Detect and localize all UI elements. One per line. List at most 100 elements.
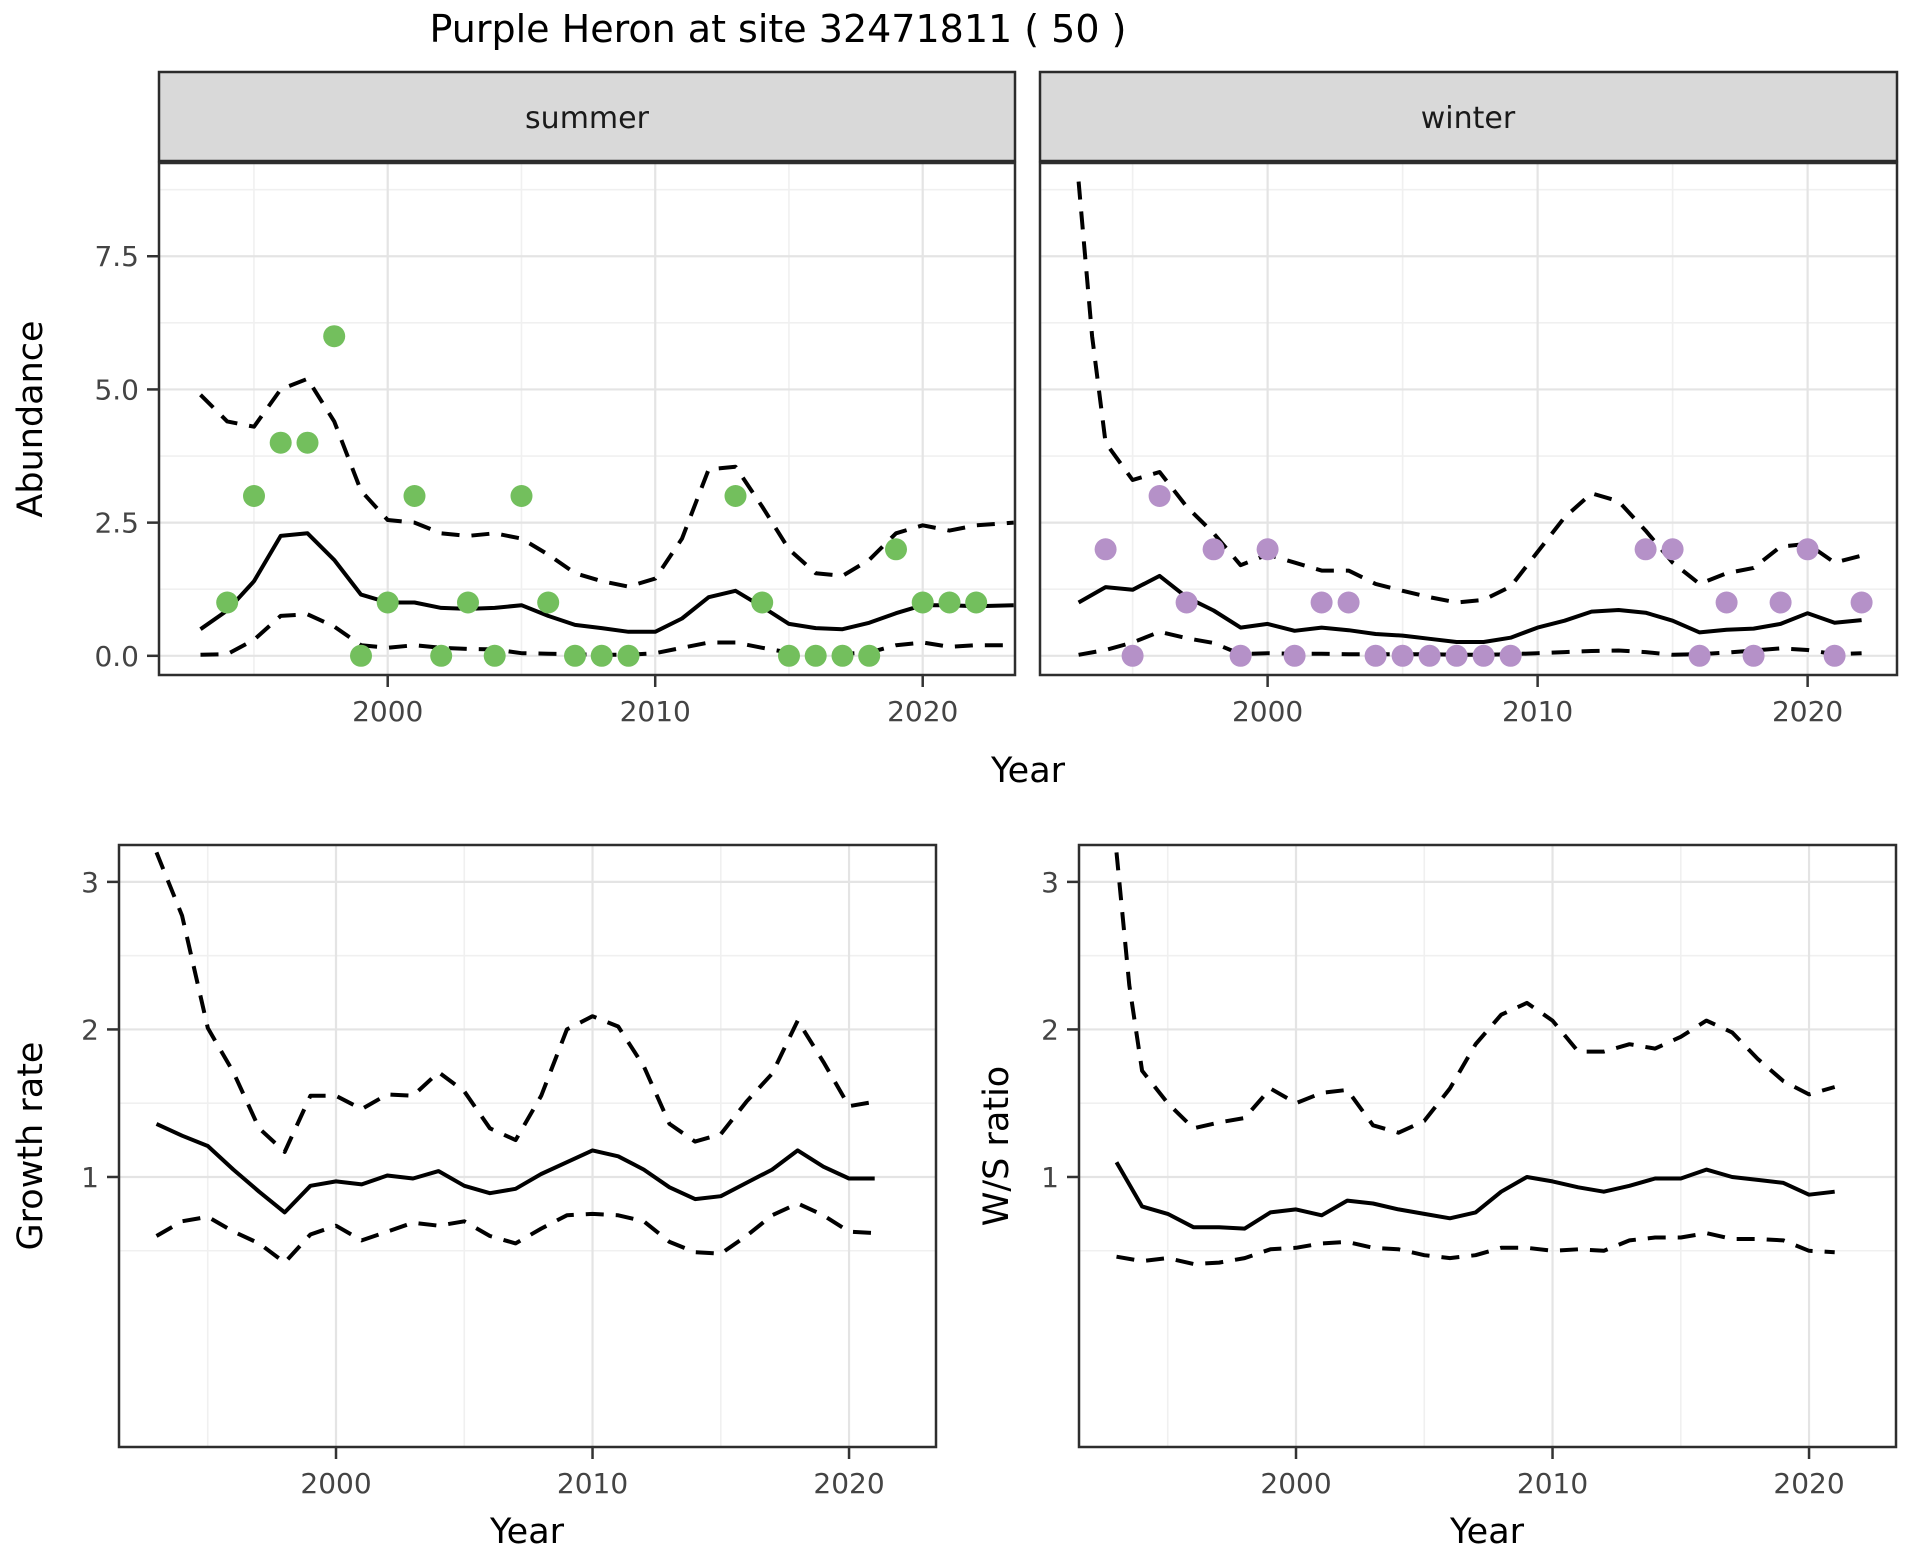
data-point	[1121, 644, 1144, 667]
data-point	[1148, 485, 1171, 507]
data-point	[1391, 644, 1414, 667]
data-point	[885, 538, 907, 561]
data-point	[1445, 644, 1468, 667]
data-point	[617, 644, 640, 667]
data-point	[590, 644, 613, 667]
y-tick-label: 2	[81, 1013, 99, 1046]
y-tick-label: 2.5	[94, 507, 139, 540]
data-point	[430, 644, 453, 667]
x-tick-label: 2000	[352, 695, 423, 728]
facet-strip-summer: summer	[157, 70, 1017, 163]
panel-winter: 2000 2010 2020	[1038, 161, 1899, 728]
panel-growth-rate: 2000 2010 2020 1 2 3	[81, 843, 938, 1500]
fit-line	[1077, 573, 1862, 644]
y-tick-label: 7.5	[94, 240, 139, 273]
data-point	[564, 644, 586, 667]
data-point	[243, 485, 265, 507]
y-tick-label: 1	[1041, 1161, 1059, 1194]
y-axis-title-abundance: Abundance	[11, 320, 51, 517]
data-point	[938, 591, 961, 614]
data-point	[724, 485, 747, 507]
x-axis-title-year-top: Year	[990, 751, 1066, 791]
data-point	[1796, 538, 1819, 561]
ci-lower-line	[1116, 1231, 1835, 1266]
x-tick-label: 2000	[1260, 1467, 1331, 1500]
facet-strip-winter: winter	[1038, 70, 1899, 163]
data-point	[537, 591, 560, 614]
ci-upper-line	[199, 376, 1014, 589]
data-point	[858, 644, 881, 667]
facet-strip-winter-label: winter	[1421, 101, 1516, 136]
x-axis-title-year-bottom-right: Year	[1449, 1512, 1525, 1552]
data-point	[1769, 591, 1792, 614]
y-axis-title-ws-ratio: W/S ratio	[977, 1066, 1017, 1226]
data-point	[457, 591, 479, 614]
x-axis-title-year-bottom-left: Year	[489, 1512, 565, 1552]
x-tick-label: 2000	[300, 1467, 371, 1500]
facet-strip-summer-box	[157, 70, 1017, 163]
data-point	[483, 644, 506, 667]
panel-background	[1040, 163, 1897, 675]
y-tick-label: 3	[1041, 866, 1059, 899]
data-point	[1418, 644, 1441, 667]
panel-background	[1079, 845, 1896, 1447]
data-point	[965, 591, 988, 614]
x-tick-label: 2010	[1502, 695, 1573, 728]
ci-lower-line	[1078, 629, 1862, 657]
data-point	[1850, 591, 1873, 614]
data-point	[269, 431, 292, 454]
fit-line	[199, 531, 1014, 634]
x-tick-label: 2010	[1517, 1467, 1588, 1500]
y-tick-label: 5.0	[94, 373, 139, 406]
data-point	[1472, 644, 1495, 667]
data-point	[1337, 591, 1360, 614]
ci-upper-line	[1114, 852, 1836, 1135]
data-point	[376, 591, 399, 614]
data-point	[911, 591, 934, 614]
data-point	[1634, 538, 1657, 561]
data-point	[1283, 644, 1306, 667]
y-tick-label: 1	[81, 1161, 99, 1194]
data-point	[1229, 644, 1252, 667]
panel-background	[119, 845, 936, 1447]
y-tick-label: 3	[81, 866, 99, 899]
panel-ws-ratio: 2000 2010 2020 1 2 3	[1041, 843, 1898, 1500]
y-tick-label: 0.0	[94, 640, 139, 673]
data-point	[1364, 644, 1387, 667]
data-point	[350, 644, 372, 667]
y-tick-label: 2	[1041, 1013, 1059, 1046]
data-point	[216, 591, 239, 614]
data-point	[1823, 644, 1846, 667]
facet-strip-winter-box	[1038, 70, 1899, 163]
data-point	[1256, 538, 1279, 561]
data-point	[323, 325, 346, 348]
facet-strip-summer-label: summer	[525, 101, 650, 136]
data-point	[1175, 591, 1198, 614]
fit-line	[1114, 1161, 1835, 1231]
panel-summer: 2000 2010 2020 0.0 2.5 5.0 7.5	[94, 161, 1017, 728]
x-tick-label: 2010	[620, 695, 691, 728]
x-tick-label: 2010	[557, 1467, 628, 1500]
x-tick-label: 2020	[1773, 1467, 1844, 1500]
data-point	[831, 644, 854, 667]
x-tick-label: 2020	[887, 695, 958, 728]
data-point	[778, 644, 800, 667]
data-point	[1310, 591, 1333, 614]
data-point	[1661, 538, 1684, 561]
x-tick-label: 2020	[813, 1467, 884, 1500]
x-tick-label: 2000	[1232, 695, 1303, 728]
x-tick-label: 2020	[1772, 695, 1843, 728]
fit-line	[155, 1122, 875, 1215]
panel-border	[1077, 843, 1898, 1449]
data-point	[1499, 644, 1522, 667]
panel-border	[117, 843, 938, 1449]
panel-border	[1038, 161, 1899, 677]
data-point	[1715, 591, 1738, 614]
y-axis-title-growth-rate: Growth rate	[11, 1042, 51, 1251]
ci-lower-line	[155, 1201, 875, 1265]
ci-upper-line	[154, 851, 876, 1154]
data-point	[403, 485, 426, 507]
data-point	[804, 644, 827, 667]
